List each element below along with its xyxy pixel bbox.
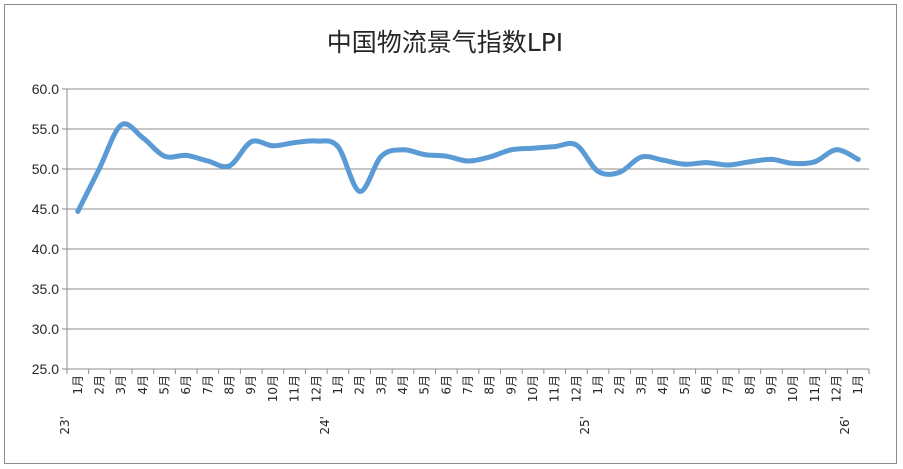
chart-title: 中国物流景气指数LPI xyxy=(327,28,563,57)
chart-frame xyxy=(4,4,897,464)
data-point xyxy=(508,147,514,153)
x-tick-label: 3月 xyxy=(114,375,128,395)
data-point xyxy=(530,145,536,151)
data-point xyxy=(97,165,103,171)
data-point xyxy=(140,135,146,141)
x-year-label: 25' xyxy=(578,416,592,435)
x-tick-label: 10月 xyxy=(526,375,540,402)
y-tick-label: 50.0 xyxy=(32,161,59,177)
x-tick-label: 11月 xyxy=(288,375,302,402)
data-point xyxy=(617,169,623,175)
x-tick-label: 11月 xyxy=(808,375,822,402)
data-point xyxy=(703,160,709,166)
y-tick-label: 55.0 xyxy=(32,121,59,137)
data-point xyxy=(292,140,298,146)
x-tick-label: 7月 xyxy=(201,375,215,395)
x-tick-label: 4月 xyxy=(656,375,670,395)
data-point xyxy=(747,159,753,165)
data-point xyxy=(313,138,319,144)
x-year-label: 24' xyxy=(318,416,332,435)
x-axis: 1月 2月 3月 4月 5月 6月 7月 8月 9月 10月 11月 12月 1月 2月 3月 4月 5月 6月 7… xyxy=(58,368,870,435)
y-tick-label: 25.0 xyxy=(32,361,59,377)
x-tick-label: 9月 xyxy=(504,375,518,395)
data-point xyxy=(465,158,471,164)
x-tick-label: 2月 xyxy=(93,375,107,395)
data-point xyxy=(162,153,168,159)
y-tick-label: 30.0 xyxy=(32,321,59,337)
x-tick-label: 2月 xyxy=(613,375,627,395)
x-tick-label: 5月 xyxy=(678,375,692,395)
x-tick-label: 3月 xyxy=(374,375,388,395)
data-point xyxy=(357,188,363,194)
x-tick-label: 8月 xyxy=(223,375,237,395)
series-lpi xyxy=(75,121,861,214)
x-tick-label: 1月 xyxy=(591,375,605,395)
data-point xyxy=(638,154,644,160)
data-point xyxy=(443,153,449,159)
data-point xyxy=(75,208,81,214)
x-tick-label: 12月 xyxy=(309,375,323,402)
x-tick-label: 12月 xyxy=(829,375,843,402)
x-tick-label: 4月 xyxy=(396,375,410,395)
series-line xyxy=(75,121,861,214)
y-axis-ticks: 25.0 30.0 35.0 40.0 45.0 50.0 55.0 60.0 xyxy=(32,81,59,377)
y-tick-label: 35.0 xyxy=(32,281,59,297)
x-tick-label: 6月 xyxy=(179,375,193,395)
x-tick-label: 5月 xyxy=(418,375,432,395)
x-tick-label: 1月 xyxy=(851,375,865,395)
y-tick-label: 40.0 xyxy=(32,241,59,257)
data-point xyxy=(725,162,731,168)
x-tick-label: 6月 xyxy=(439,375,453,395)
y-tick-label: 60.0 xyxy=(32,81,59,97)
data-point xyxy=(833,147,839,153)
data-point xyxy=(270,143,276,149)
x-tick-label: 7月 xyxy=(461,375,475,395)
data-point xyxy=(378,153,384,159)
x-tick-label: 9月 xyxy=(244,375,258,395)
x-tick-label: 11月 xyxy=(548,375,562,402)
x-tick-label: 10月 xyxy=(786,375,800,402)
x-tick-label: 2月 xyxy=(353,375,367,395)
data-point xyxy=(118,122,124,128)
x-year-label: 23' xyxy=(58,416,72,435)
x-tick-label: 6月 xyxy=(699,375,713,395)
data-point xyxy=(400,147,406,153)
x-tick-label: 5月 xyxy=(158,375,172,395)
x-tick-label: 9月 xyxy=(764,375,778,395)
data-point xyxy=(227,163,233,169)
data-point xyxy=(855,156,861,162)
x-tick-label: 8月 xyxy=(743,375,757,395)
x-year-label: 26' xyxy=(838,416,852,435)
data-point xyxy=(248,139,254,145)
data-point xyxy=(768,156,774,162)
data-point xyxy=(335,144,341,150)
data-point xyxy=(183,152,189,158)
x-tick-label: 3月 xyxy=(634,375,648,395)
x-tick-label: 8月 xyxy=(483,375,497,395)
data-point xyxy=(682,161,688,167)
data-point xyxy=(552,144,558,150)
data-point xyxy=(573,142,579,148)
y-tick-label: 45.0 xyxy=(32,201,59,217)
x-tick-label: 1月 xyxy=(331,375,345,395)
x-tick-label: 1月 xyxy=(71,375,85,395)
data-point xyxy=(487,154,493,160)
data-point xyxy=(812,159,818,165)
data-point xyxy=(660,157,666,163)
gridlines xyxy=(62,88,869,370)
data-point xyxy=(595,168,601,174)
x-tick-label: 12月 xyxy=(569,375,583,402)
x-tick-label: 4月 xyxy=(136,375,150,395)
x-tick-label: 10月 xyxy=(266,375,280,402)
x-tick-label: 7月 xyxy=(721,375,735,395)
data-point xyxy=(422,152,428,158)
data-point xyxy=(205,158,211,164)
data-point xyxy=(790,160,796,166)
